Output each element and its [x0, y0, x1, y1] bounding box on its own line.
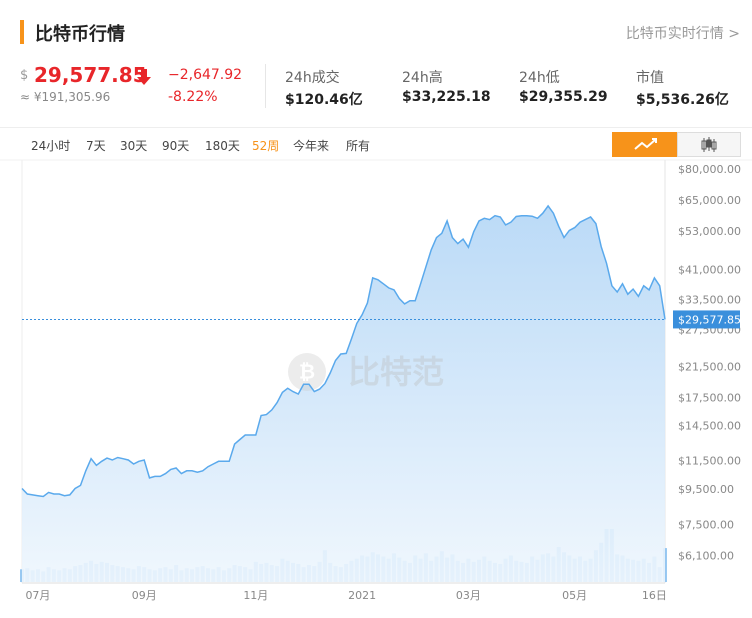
x-tick-label: 03月	[456, 589, 481, 602]
y-tick-label: $21,500.00	[678, 360, 741, 373]
price-change: −2,647.92	[168, 67, 243, 83]
price-line	[21, 204, 666, 498]
price-cny: ≈ ¥191,305.96	[20, 90, 111, 104]
title-accent	[20, 20, 24, 44]
y-tick-label: $17,500.00	[678, 391, 741, 404]
x-tick-label: 09月	[132, 589, 157, 602]
realtime-link[interactable]: 比特币实时行情 >	[625, 26, 740, 42]
y-tick-label: $53,000.00	[678, 225, 741, 238]
stat-label: 24h低	[519, 70, 560, 86]
y-tick-label: $7,500.00	[678, 519, 734, 532]
currency-symbol: $	[20, 68, 29, 83]
y-tick-label: $33,500.00	[678, 294, 741, 307]
x-tick-label: 07月	[25, 589, 50, 602]
stat-value: $120.46亿	[285, 92, 363, 108]
range-tab[interactable]: 今年来	[293, 139, 330, 153]
divider	[0, 127, 752, 128]
range-tab[interactable]: 所有	[346, 139, 371, 153]
stat-value: $5,536.26亿	[636, 92, 729, 108]
range-tab[interactable]: 180天	[205, 139, 240, 153]
y-tick-label: $9,500.00	[678, 483, 734, 496]
y-tick-label: $65,000.00	[678, 194, 741, 207]
y-tick-label: $14,500.00	[678, 420, 741, 433]
price-area	[22, 205, 665, 582]
down-arrow	[137, 69, 151, 85]
x-tick-label: 11月	[243, 589, 268, 602]
y-tick-label: $11,500.00	[678, 454, 741, 467]
current-price-label: $29,577.85	[678, 313, 741, 326]
price-value: 29,577.85	[34, 63, 147, 87]
range-tab[interactable]: 52周	[252, 139, 280, 153]
y-tick-label: $41,000.00	[678, 263, 741, 276]
page-title: 比特币行情	[35, 24, 125, 45]
stat-label: 24h高	[402, 70, 443, 86]
stat-value: $29,355.29	[519, 89, 608, 105]
range-tab[interactable]: 90天	[162, 139, 190, 153]
svg-text:₿: ₿	[299, 360, 315, 384]
x-tick-label: 05月	[562, 589, 587, 602]
x-tick-label: 2021	[348, 589, 376, 602]
range-tab[interactable]: 7天	[86, 139, 106, 153]
current-price-tag	[673, 310, 740, 329]
price-change-pct: -8.22%	[168, 89, 218, 105]
range-tab[interactable]: 30天	[120, 139, 148, 153]
line-chart-button[interactable]	[612, 132, 677, 157]
stat-value: $33,225.18	[402, 89, 491, 105]
candle-chart-button[interactable]	[677, 132, 741, 157]
stat-label: 市值	[636, 70, 664, 86]
y-tick-label: $6,100.00	[678, 550, 734, 563]
separator	[265, 64, 266, 108]
watermark-text: 比特范	[348, 353, 444, 391]
range-tab[interactable]: 24小时	[31, 139, 71, 153]
x-tick-label: 16日	[642, 589, 667, 602]
y-tick-label: $80,000.00	[678, 163, 741, 176]
stat-label: 24h成交	[285, 70, 340, 86]
watermark: ₿ 比特范	[288, 353, 444, 391]
